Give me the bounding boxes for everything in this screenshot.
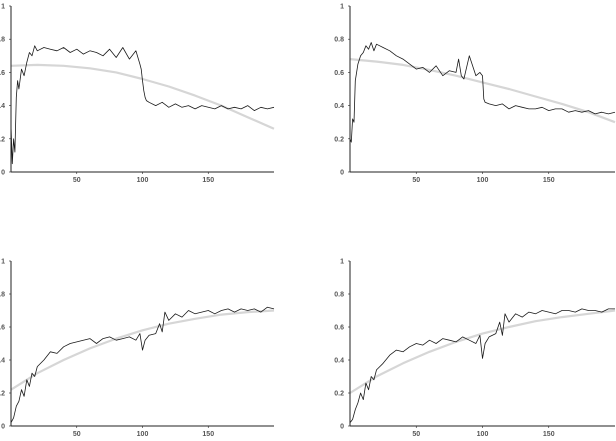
y-tick-label: 0.2 <box>334 391 344 398</box>
y-tick-label: 0.4 <box>0 103 5 110</box>
y-tick-label: 0.2 <box>0 391 5 398</box>
y-tick-label: 1 <box>340 4 344 11</box>
trend-line <box>349 309 616 394</box>
trend-line <box>10 309 275 391</box>
y-tick-label: 0 <box>340 424 344 431</box>
x-tick-label: 50 <box>412 431 420 436</box>
x-tick-label: 150 <box>543 431 555 436</box>
x-tick-label: 50 <box>73 177 81 184</box>
y-tick-label: 0.8 <box>0 37 5 44</box>
y-tick-label: 0 <box>340 170 344 177</box>
y-tick-label: 0.6 <box>0 70 5 77</box>
y-tick-label: 0.2 <box>0 136 5 143</box>
y-tick-label: 0.8 <box>0 292 5 299</box>
y-tick-label: 0 <box>1 424 5 431</box>
y-tick-label: 0.8 <box>334 37 344 44</box>
x-tick-label: 100 <box>137 431 149 436</box>
x-tick-label: 50 <box>412 177 420 184</box>
y-tick-label: 0.4 <box>334 358 344 365</box>
x-tick-label: 150 <box>543 177 555 184</box>
y-tick-label: 0.6 <box>0 325 5 332</box>
y-tick-label: 0.6 <box>334 325 344 332</box>
series-line <box>349 42 616 143</box>
series-line <box>10 306 275 423</box>
y-tick-label: 0 <box>1 170 5 177</box>
trend-line <box>10 63 275 130</box>
x-tick-label: 150 <box>202 177 214 184</box>
x-tick-label: 150 <box>202 431 214 436</box>
x-tick-label: 100 <box>477 431 489 436</box>
y-tick-label: 0.6 <box>334 70 344 77</box>
y-tick-label: 0.8 <box>334 292 344 299</box>
y-tick-label: 0.2 <box>334 136 344 143</box>
y-tick-label: 1 <box>1 259 5 266</box>
series-line <box>349 308 615 423</box>
y-tick-label: 0.4 <box>0 358 5 365</box>
trend-line <box>349 58 616 124</box>
y-tick-label: 1 <box>340 259 344 266</box>
y-tick-label: 0.4 <box>334 103 344 110</box>
series-line <box>10 45 275 165</box>
x-tick-label: 50 <box>73 431 81 436</box>
x-tick-label: 100 <box>137 177 149 184</box>
y-tick-label: 1 <box>1 4 5 11</box>
x-tick-label: 100 <box>477 177 489 184</box>
